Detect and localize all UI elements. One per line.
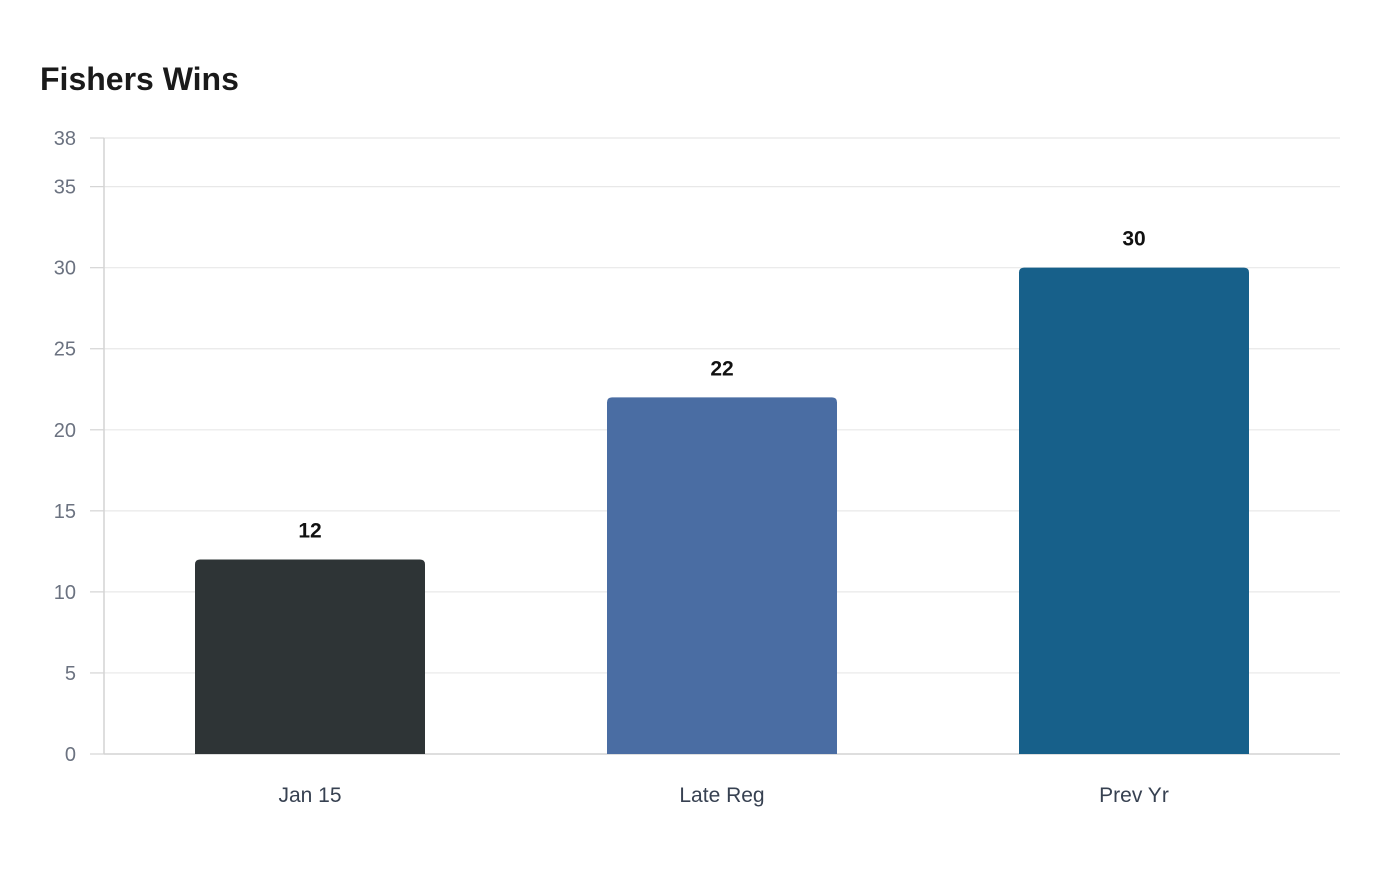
y-tick-label: 30 (54, 258, 76, 280)
bar-late-reg (607, 397, 837, 754)
x-axis-categories: Jan 15 Late Reg Prev Yr (278, 784, 1168, 807)
y-tick-label: 35 (54, 177, 76, 199)
y-tick-label: 20 (54, 420, 76, 442)
x-category-label: Prev Yr (1099, 784, 1169, 807)
data-labels: 12 22 30 (298, 228, 1145, 543)
y-tick-label: 5 (65, 663, 76, 685)
y-tick-label: 0 (65, 744, 76, 766)
y-tick-label: 25 (54, 339, 76, 361)
y-axis-ticks: 0 5 10 15 20 25 30 35 38 (54, 128, 104, 766)
bars (195, 267, 1249, 754)
bar-prev-yr (1019, 267, 1249, 754)
data-label: 30 (1122, 228, 1145, 251)
x-category-label: Late Reg (679, 784, 764, 807)
y-tick-label: 10 (54, 582, 76, 604)
data-label: 12 (298, 519, 321, 542)
chart-title: Fishers Wins (40, 61, 239, 97)
bar-jan-15 (195, 559, 425, 754)
y-tick-label: 38 (54, 128, 76, 150)
data-label: 22 (710, 357, 733, 380)
x-category-label: Jan 15 (278, 784, 341, 807)
y-tick-label: 15 (54, 501, 76, 523)
